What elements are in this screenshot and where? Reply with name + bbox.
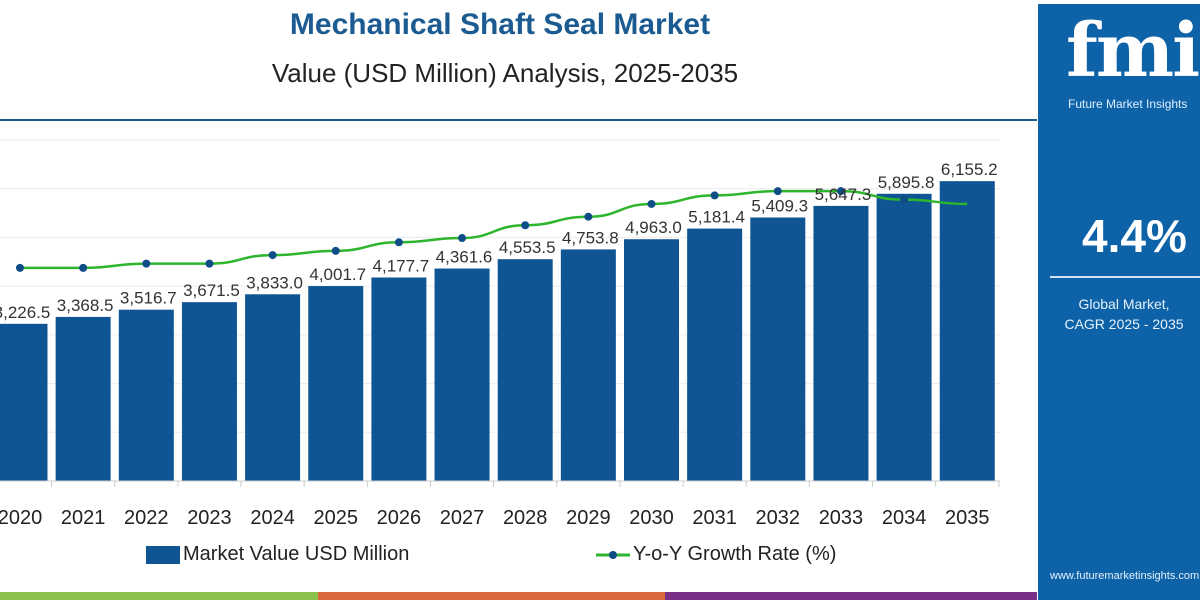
bar-2034: [876, 193, 932, 481]
bottom-strip-purple: [665, 592, 1037, 600]
growth-point-2030: [647, 199, 656, 208]
legend-label: Market Value USD Million: [183, 543, 410, 565]
data-label-2033: 5,647.3: [815, 185, 872, 204]
x-tick-label: 2022: [124, 507, 169, 529]
bar-2023: [181, 302, 237, 481]
growth-point-2029: [584, 212, 593, 221]
x-tick-label: 2031: [692, 507, 737, 529]
cagr-desc-line2: CAGR 2025 - 2035: [1064, 316, 1184, 333]
x-tick-label: 2024: [250, 507, 295, 529]
growth-point-2024: [268, 251, 277, 260]
data-label-2034: 5,895.8: [878, 173, 935, 192]
x-tick-label: 2034: [882, 507, 927, 529]
legend-swatch-line: [596, 550, 630, 559]
growth-point-2034: [900, 195, 909, 204]
bar-2033: [813, 205, 869, 481]
bar-2032: [750, 217, 806, 481]
data-label-2031: 5,181.4: [688, 208, 745, 227]
data-label-2020: 3,226.5: [0, 303, 50, 322]
fmi-logo: fmi: [1066, 8, 1200, 94]
bar-2025: [308, 286, 364, 481]
bar-2021: [55, 316, 111, 481]
x-tick-label: 2026: [377, 507, 422, 529]
cagr-panel: fmi Future Market Insights 4.4% Global M…: [1038, 4, 1200, 600]
data-label-2024: 3,833.0: [246, 273, 303, 292]
data-label-2021: 3,368.5: [57, 296, 114, 315]
x-tick-label: 2028: [503, 507, 548, 529]
panel-divider: [1050, 276, 1200, 278]
bar-2031: [687, 228, 743, 481]
data-label-2023: 3,671.5: [183, 281, 240, 300]
logo-subtitle: Future Market Insights: [1068, 97, 1188, 111]
legend-item-growth-rate: Y-o-Y Growth Rate (%): [596, 543, 836, 566]
data-label-2022: 3,516.7: [120, 289, 177, 308]
x-tick-label: 2020: [0, 507, 42, 529]
data-label-2030: 4,963.0: [625, 218, 682, 237]
chart-title: Mechanical Shaft Seal Market: [289, 8, 711, 41]
growth-point-2032: [773, 187, 782, 196]
cagr-description: Global Market, CAGR 2025 - 2035: [1024, 294, 1200, 335]
website-url: www.futuremarketinsights.com: [1050, 570, 1200, 582]
bar-2027: [434, 268, 490, 481]
bar-2035: [939, 181, 995, 482]
bottom-strip-green: [0, 592, 318, 600]
x-tick-label: 2032: [756, 507, 801, 529]
growth-point-2021: [79, 263, 88, 272]
data-label-2029: 4,753.8: [562, 228, 619, 247]
chart-plot: 2020 2021 2022 2023 2024 2025 2026 2027 2028 2029…: [0, 139, 1000, 529]
bar-2024: [245, 294, 301, 481]
growth-rate-line: [19, 189, 968, 270]
x-tick-label: 2021: [61, 507, 106, 529]
data-label-2025: 4,001.7: [309, 265, 366, 284]
data-label-2027: 4,361.6: [436, 248, 493, 267]
data-label-2032: 5,409.3: [751, 196, 808, 215]
x-tick-label: 2029: [566, 507, 611, 529]
growth-point-2025: [331, 246, 340, 255]
bar-2029: [560, 249, 616, 481]
growth-point-2028: [521, 221, 530, 230]
growth-point-2023: [205, 259, 214, 268]
x-tick-label: 2030: [629, 507, 674, 529]
x-tick-label: 2027: [440, 507, 485, 529]
data-label-2026: 4,177.7: [373, 256, 430, 275]
x-tick-label: 2025: [314, 507, 359, 529]
bar-2022: [118, 309, 174, 481]
bar-2020: [0, 323, 48, 481]
bar-2030: [624, 239, 679, 481]
bottom-strip-orange: [318, 592, 665, 600]
x-tick-label: 2033: [819, 507, 864, 529]
chart-subtitle: Value (USD Million) Analysis, 2025-2035: [271, 58, 739, 88]
cagr-value: 4.4%: [1082, 210, 1187, 262]
title-divider: [0, 119, 1037, 121]
x-tick-label: 2023: [187, 507, 232, 529]
bar-2028: [497, 259, 553, 481]
data-label-2028: 4,553.5: [499, 238, 556, 257]
data-label-2035: 6,155.2: [941, 160, 998, 179]
growth-point-2027: [458, 234, 467, 243]
growth-point-2033: [836, 187, 845, 196]
x-tick-label: 2035: [945, 507, 990, 529]
cagr-desc-line1: Global Market,: [1078, 296, 1170, 312]
legend-item-market-value: Market Value USD Million: [146, 543, 409, 566]
growth-point-2031: [710, 191, 719, 200]
legend-swatch-bar: [146, 545, 180, 564]
growth-point-2020: [16, 263, 24, 272]
growth-point-2026: [394, 238, 403, 247]
bar-2026: [371, 277, 427, 481]
growth-point-2022: [142, 259, 151, 268]
legend-label: Y-o-Y Growth Rate (%): [633, 543, 837, 565]
